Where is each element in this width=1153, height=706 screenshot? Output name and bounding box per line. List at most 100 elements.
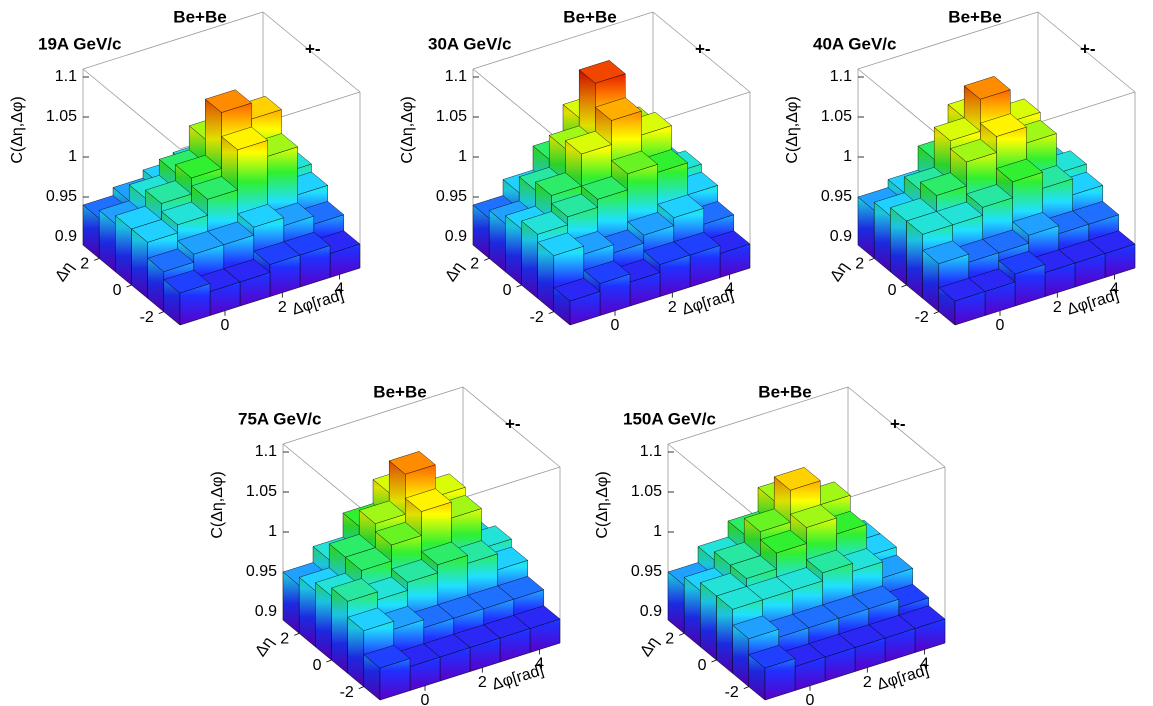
y-tick <box>901 284 907 288</box>
bar-top <box>996 158 1044 183</box>
y-tick <box>358 686 364 690</box>
z-tick-label: 1 <box>843 148 852 165</box>
bar-shade <box>331 588 348 674</box>
bar-shade <box>115 215 132 285</box>
box-edge <box>282 386 464 445</box>
box-edge <box>472 11 654 70</box>
bar-shade <box>521 221 538 299</box>
y-axis-label: Δη <box>52 259 77 285</box>
bar-top <box>221 126 269 151</box>
z-tick-label: 0.95 <box>436 188 467 205</box>
y-tick-label: 2 <box>665 631 674 648</box>
x-tick-label: 4 <box>725 281 734 298</box>
bar-shade <box>748 654 765 700</box>
chart-title: Be+Be <box>563 7 616 26</box>
bar-top <box>583 260 631 284</box>
bar-top <box>521 211 569 235</box>
bar-shade <box>938 287 955 325</box>
bar-shade <box>684 577 701 647</box>
chart-title: Be+Be <box>758 382 811 401</box>
bar-top <box>421 541 469 566</box>
bar-top <box>144 180 192 204</box>
energy-label: 30A GeV/c <box>428 34 511 53</box>
charge-label: +- <box>695 39 711 58</box>
y-tick-label: 2 <box>470 256 479 273</box>
bar-shade <box>315 582 332 660</box>
z-tick-label: 0.9 <box>445 228 467 245</box>
x-axis-label: Δφ[rad] <box>490 662 546 694</box>
z-tick-label: 1 <box>268 523 277 540</box>
bar-shade <box>505 215 522 285</box>
bar-top <box>806 549 854 574</box>
box-edge <box>262 11 361 93</box>
x-tick-label: 0 <box>806 692 815 706</box>
bar-shade <box>147 258 164 312</box>
y-tick-label: -2 <box>915 309 929 326</box>
bar-top <box>163 269 211 294</box>
bar-top <box>344 547 392 571</box>
chart-title: Be+Be <box>373 382 426 401</box>
bar-top <box>743 508 791 532</box>
bar-shade <box>668 572 685 634</box>
z-tick-label: 1 <box>68 148 77 165</box>
chart-title: Be+Be <box>173 7 226 26</box>
y-tick-label: 0 <box>888 282 897 299</box>
bar-shade <box>473 205 490 259</box>
bar-top <box>391 559 439 583</box>
bar-top <box>537 232 585 256</box>
bar-top <box>919 172 967 196</box>
y-axis-label: Δη <box>637 634 662 660</box>
bar-top <box>716 586 764 610</box>
bar-shade <box>363 654 380 700</box>
bar-top <box>732 615 780 639</box>
bar-top <box>657 194 705 218</box>
bar-top <box>611 150 659 175</box>
z-tick-label: 0.9 <box>255 603 277 620</box>
bar-top <box>147 248 195 272</box>
y-tick-label: 2 <box>80 256 89 273</box>
z-tick-label: 0.95 <box>246 563 277 580</box>
bar-shade <box>906 221 923 299</box>
y-tick <box>484 257 490 261</box>
x-tick-label: 2 <box>863 674 872 691</box>
bar-top <box>551 193 599 218</box>
x-tick-label: 2 <box>478 674 487 691</box>
y-tick-label: -2 <box>140 309 154 326</box>
y-tick <box>126 284 132 288</box>
bar-top <box>627 212 675 236</box>
y-tick-label: 2 <box>855 256 864 273</box>
z-tick-label: 0.95 <box>821 188 852 205</box>
x-tick-label: 0 <box>996 317 1005 334</box>
chart-title: Be+Be <box>948 7 1001 26</box>
charge-label: +- <box>890 414 906 433</box>
x-axis-label: Δφ[rad] <box>1065 287 1121 319</box>
energy-label: 19A GeV/c <box>38 34 121 53</box>
box-edge <box>847 386 946 468</box>
y-tick-label: 0 <box>503 282 512 299</box>
z-axis-label: C(Δη,Δφ) <box>784 96 801 163</box>
y-tick-label: -2 <box>725 684 739 701</box>
energy-label: 150A GeV/c <box>623 409 716 428</box>
bar-shade <box>890 207 907 285</box>
bar-shade <box>716 596 733 674</box>
bar-top <box>789 504 837 528</box>
bar <box>363 644 411 701</box>
y-tick <box>711 659 717 663</box>
y-tick-label: 0 <box>113 282 122 299</box>
y-tick <box>869 257 875 261</box>
y-tick <box>294 632 300 636</box>
z-tick-label: 0.95 <box>631 563 662 580</box>
bar <box>472 195 520 259</box>
x-tick-label: 2 <box>1053 299 1062 316</box>
z-tick-label: 0.9 <box>55 228 77 245</box>
bar-top <box>131 219 179 243</box>
bar-shade <box>347 617 364 687</box>
z-tick-label: 1.1 <box>445 68 467 85</box>
bar-shade <box>700 582 717 660</box>
bar-shade <box>922 250 939 312</box>
bar-top <box>748 644 796 669</box>
bar-top <box>933 117 981 141</box>
bar-shade <box>858 197 875 259</box>
z-axis-label: C(Δη,Δφ) <box>209 471 226 538</box>
